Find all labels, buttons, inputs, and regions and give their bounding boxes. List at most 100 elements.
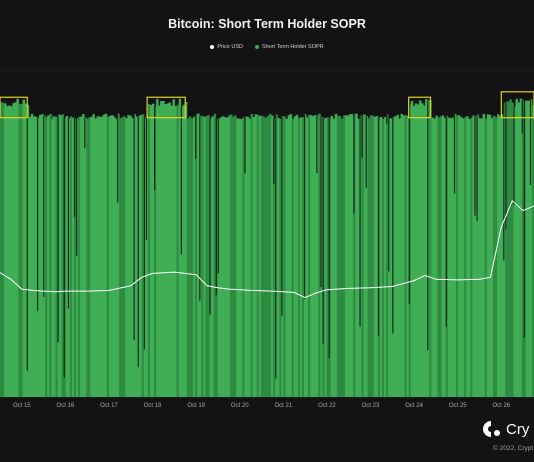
sopr-bar <box>468 119 471 397</box>
sopr-bar <box>429 100 432 398</box>
sopr-bar <box>80 116 83 397</box>
sopr-bar <box>84 117 87 397</box>
sopr-bar <box>184 101 188 397</box>
sopr-bar <box>86 118 89 397</box>
sopr-bar <box>121 117 124 398</box>
sopr-bar-dip <box>388 118 390 272</box>
sopr-bar <box>404 114 408 397</box>
legend-item-sopr[interactable]: Short Term Holder SOPR <box>255 44 324 50</box>
sopr-bar <box>472 115 475 397</box>
x-tick-label: Oct 15 <box>13 403 31 409</box>
price-line-group <box>0 199 534 299</box>
sopr-bar <box>264 117 268 397</box>
sopr-bar <box>363 114 366 397</box>
sopr-bar <box>65 116 69 397</box>
sopr-bar <box>371 115 375 397</box>
highlight-boxes <box>0 91 534 119</box>
sopr-bar <box>291 118 295 397</box>
sopr-bar <box>308 114 311 398</box>
sopr-bar <box>458 115 461 397</box>
sopr-bar-dip <box>322 117 324 344</box>
sopr-bar-dip <box>476 114 478 221</box>
sopr-bar <box>486 114 490 398</box>
x-tick-label: Oct 18 <box>144 403 162 409</box>
sopr-bars <box>0 98 534 398</box>
sopr-bar-dip <box>117 113 119 203</box>
sopr-bar <box>277 118 280 397</box>
price-line <box>0 199 534 299</box>
sopr-bar <box>12 103 15 398</box>
sopr-bar <box>306 117 309 398</box>
sopr-bar <box>375 116 379 397</box>
sopr-bar-dip <box>137 116 139 368</box>
sopr-bar <box>505 101 508 397</box>
sopr-bar <box>406 115 410 398</box>
sopr-bar <box>412 105 416 398</box>
sopr-bar <box>283 116 286 397</box>
sopr-bar <box>221 116 225 398</box>
sopr-bar-dip <box>503 102 505 261</box>
sopr-bar-dip <box>408 104 410 305</box>
sopr-bar <box>460 117 463 398</box>
sopr-bar <box>373 116 377 398</box>
sopr-bar <box>141 114 145 397</box>
sopr-bar <box>238 118 241 398</box>
sopr-bar <box>39 114 42 397</box>
sopr-bar <box>314 114 317 398</box>
sopr-bar <box>447 117 451 397</box>
sopr-bar <box>96 116 99 397</box>
sopr-bar <box>71 117 75 397</box>
sopr-bar-dip <box>143 117 145 350</box>
sopr-bar <box>172 99 175 397</box>
x-tick-label: Oct 25 <box>449 403 467 409</box>
sopr-bar <box>318 113 321 397</box>
sopr-bar <box>347 115 350 397</box>
sopr-bar <box>451 117 455 397</box>
sopr-bar <box>145 115 149 397</box>
sopr-bar-dip <box>365 116 367 188</box>
sopr-bar <box>203 117 206 397</box>
x-tick-label: Oct 17 <box>100 403 118 409</box>
sopr-bar <box>108 116 112 398</box>
sopr-bar <box>24 103 28 398</box>
sopr-bar <box>279 118 282 397</box>
sopr-bar <box>386 114 389 397</box>
sopr-bar <box>297 117 301 397</box>
sopr-bar <box>418 100 422 397</box>
sopr-bar <box>230 114 233 398</box>
sopr-bar <box>433 118 436 398</box>
sopr-bar-dip <box>63 118 65 378</box>
sopr-bar <box>135 116 139 397</box>
sopr-bar-dip <box>199 115 201 301</box>
sopr-bar <box>4 103 7 397</box>
sopr-bar <box>176 104 180 397</box>
sopr-bar <box>125 118 128 397</box>
sopr-bar <box>453 113 457 397</box>
sopr-bar <box>398 118 401 398</box>
chart-title: Bitcoin: Short Term Holder SOPR <box>168 17 366 31</box>
sopr-bar-dip <box>26 104 28 371</box>
sopr-bar <box>104 113 108 397</box>
sopr-bar <box>353 113 356 397</box>
highlight-box <box>0 96 28 119</box>
legend: Price USD Short Term Holder SOPR <box>0 44 534 50</box>
legend-sopr-swatch <box>255 45 259 49</box>
legend-item-price[interactable]: Price USD <box>210 44 243 50</box>
sopr-bar <box>390 118 393 397</box>
sopr-bar <box>310 115 313 398</box>
sopr-bar <box>53 116 56 398</box>
sopr-bar <box>49 113 52 397</box>
sopr-bar <box>511 102 514 398</box>
sopr-bar-dip <box>523 100 525 338</box>
sopr-bar <box>232 116 235 398</box>
sopr-bar <box>499 115 502 397</box>
sopr-bar-dip <box>392 116 394 334</box>
sopr-bar <box>342 115 346 398</box>
sopr-bar <box>474 115 477 397</box>
sopr-bar <box>312 115 315 397</box>
sopr-bar <box>94 118 97 397</box>
sopr-bar <box>168 102 171 397</box>
sopr-bar <box>254 114 258 398</box>
sopr-bar <box>431 117 434 398</box>
